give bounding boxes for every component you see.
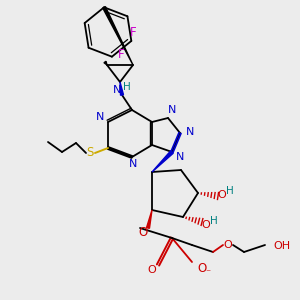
Text: O: O xyxy=(202,220,210,230)
Text: N: N xyxy=(96,112,104,122)
Polygon shape xyxy=(152,151,173,172)
Text: O: O xyxy=(148,265,156,275)
Text: N: N xyxy=(186,127,194,137)
Text: O: O xyxy=(224,240,232,250)
Text: O: O xyxy=(218,190,226,200)
Text: N: N xyxy=(129,159,137,169)
Text: H: H xyxy=(123,82,131,92)
Text: H: H xyxy=(226,186,234,196)
Text: F: F xyxy=(118,48,124,61)
Polygon shape xyxy=(104,61,107,65)
Text: F: F xyxy=(130,26,137,40)
Text: S: S xyxy=(86,146,94,160)
Text: O: O xyxy=(197,262,206,275)
Text: ⁻: ⁻ xyxy=(205,268,210,278)
Text: N: N xyxy=(113,85,121,95)
Text: N: N xyxy=(176,152,184,162)
Text: H: H xyxy=(210,216,218,226)
Text: OH: OH xyxy=(273,241,290,251)
Text: N: N xyxy=(168,105,176,115)
Polygon shape xyxy=(120,82,124,95)
Polygon shape xyxy=(146,210,152,228)
Text: O: O xyxy=(138,226,148,238)
Polygon shape xyxy=(103,7,133,65)
